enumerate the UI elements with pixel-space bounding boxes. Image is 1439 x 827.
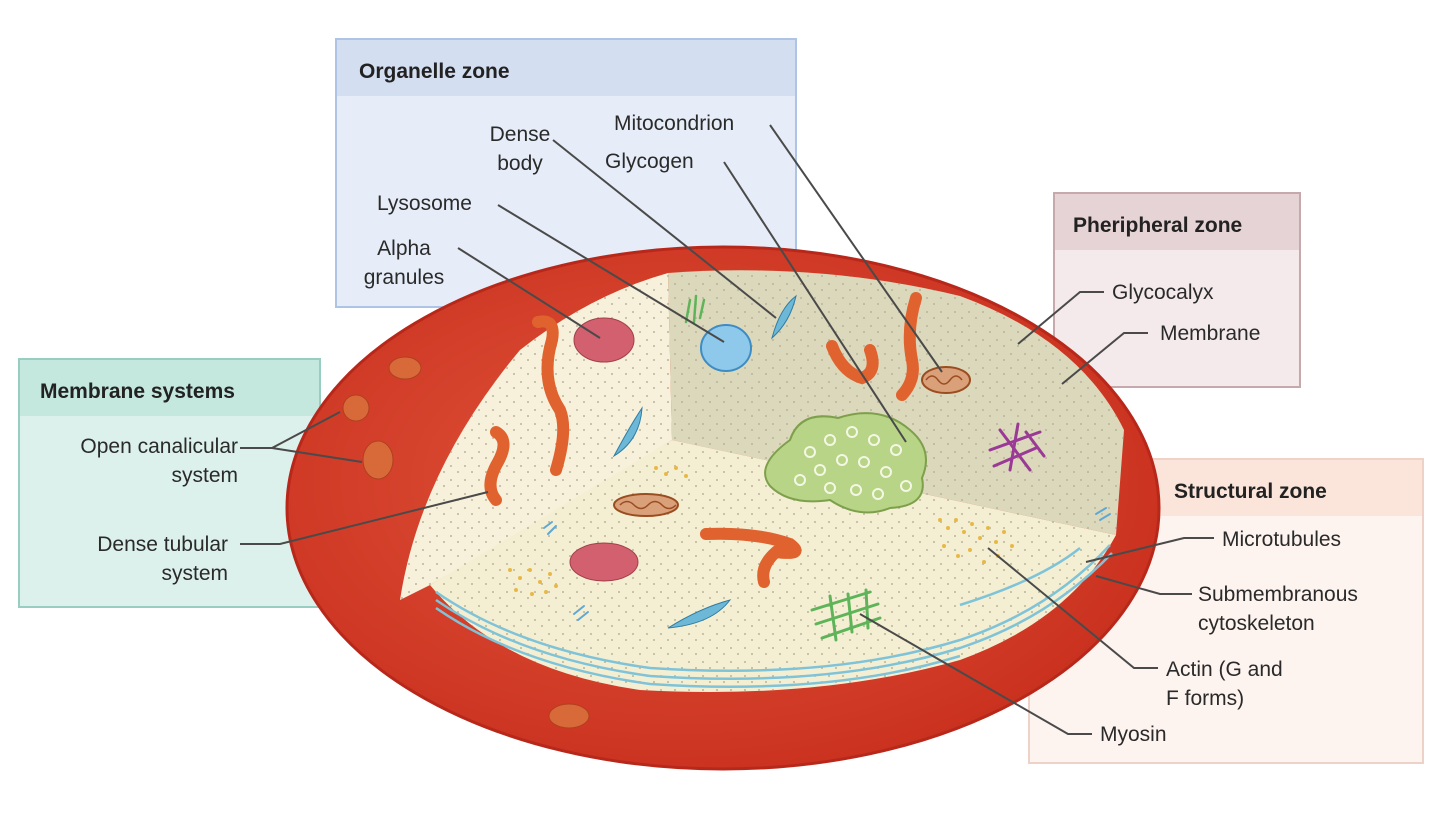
mitochondrion xyxy=(613,493,679,517)
label-microtubules: Microtubules xyxy=(1222,528,1342,551)
label-membrane: Membrane xyxy=(1160,322,1261,345)
mitochondrion xyxy=(921,366,971,394)
membrane-systems-box: Membrane systems xyxy=(18,358,321,608)
label-actin-line2: F forms) xyxy=(1166,687,1245,710)
label-submembranous-line1: Submembranous xyxy=(1198,583,1358,606)
label-alpha-granules-line1: Alpha xyxy=(377,237,431,260)
label-dense-body-line2: body xyxy=(497,152,543,175)
label-open-canalicular-line2: system xyxy=(171,464,238,487)
label-open-canalicular-line1: Open canalicular xyxy=(80,435,238,458)
label-lysosome: Lysosome xyxy=(377,192,472,215)
label-glycocalyx: Glycocalyx xyxy=(1112,281,1214,304)
label-dense-tubular-line2: system xyxy=(161,562,228,585)
label-glycogen: Glycogen xyxy=(605,150,694,173)
label-dense-tubular-system: Dense tubular system xyxy=(38,530,228,588)
leader-lines xyxy=(240,124,1214,735)
label-submembranous-line2: cytoskeleton xyxy=(1198,612,1315,635)
alpha-granule xyxy=(573,317,635,363)
purple-filament xyxy=(988,422,1046,472)
label-submembranous-cytoskeleton: Submembranous cytoskeleton xyxy=(1198,580,1358,638)
canalicular-pit xyxy=(362,440,394,480)
label-alpha-granules-line2: granules xyxy=(363,266,445,289)
peripheral-zone-title: Pheripheral zone xyxy=(1055,194,1299,250)
label-actin-line1: Actin (G and xyxy=(1166,658,1283,681)
microtubule-fragments xyxy=(543,507,1111,621)
organelle-zone-title: Organelle zone xyxy=(337,40,795,96)
label-actin: Actin (G and F forms) xyxy=(1166,655,1283,713)
dense-tubular-system xyxy=(484,292,922,588)
label-dense-body: Dense body xyxy=(470,120,570,178)
label-myosin: Myosin xyxy=(1100,723,1167,746)
membrane-rim xyxy=(285,245,1161,771)
alpha-granule xyxy=(569,542,639,582)
label-mitocondrion: Mitocondrion xyxy=(614,112,735,135)
canalicular-pit xyxy=(388,356,422,380)
label-open-canalicular-system: Open canalicular system xyxy=(38,432,238,490)
myosin-filaments xyxy=(810,588,882,642)
microtubule-band xyxy=(435,544,1113,689)
label-dense-tubular-line1: Dense tubular xyxy=(97,533,228,556)
glycogen-particles xyxy=(794,426,912,500)
label-dense-body-line1: Dense xyxy=(489,123,551,146)
peripheral-zone-box: Pheripheral zone xyxy=(1053,192,1301,388)
label-alpha-granules: Alpha granules xyxy=(350,234,458,292)
canalicular-pit xyxy=(342,394,370,422)
canalicular-pit xyxy=(548,703,590,729)
membrane-systems-title: Membrane systems xyxy=(20,360,319,416)
dense-bodies xyxy=(612,294,797,629)
